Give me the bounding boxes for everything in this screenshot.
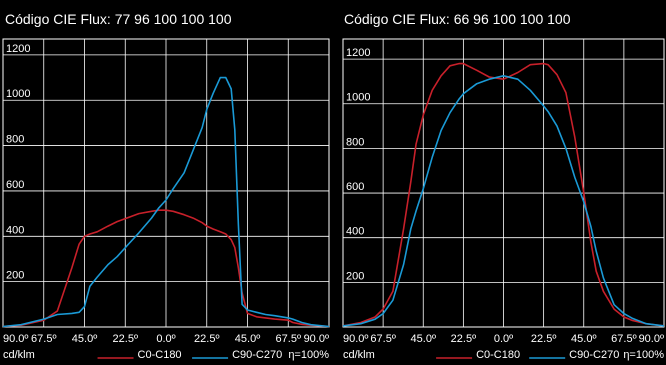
x-tick-label: 22.5º: [113, 333, 138, 345]
chart-panel-2: Código CIE Flux: 66 96 100 100 100 200 400…: [342, 11, 665, 361]
chart-title: Código CIE Flux: 66 96 100 100 100: [344, 11, 571, 27]
x-tick-label: 90.0º: [639, 333, 664, 345]
chart-panel-1: Código CIE Flux: 77 96 100 100 100 200 400…: [2, 11, 330, 361]
plot-frame: [342, 38, 665, 328]
x-tick-label: 22.5º: [531, 333, 556, 345]
legend-label: C90-C270: [569, 349, 619, 361]
efficiency-label: η=100%: [623, 349, 664, 361]
y-tick-label: 1000: [6, 88, 30, 100]
y-tick-label: 200: [346, 270, 364, 282]
x-tick-label: 45.0º: [235, 333, 260, 345]
series-line-c90-c270: [342, 75, 665, 327]
legend-label: C0-C180: [138, 349, 182, 361]
y-unit-label: cd/klm: [3, 349, 35, 361]
plot-frame: [2, 38, 330, 328]
x-tick-label: 90.0º: [304, 333, 329, 345]
y-tick-label: 400: [346, 226, 364, 238]
x-tick-label: 45.0º: [72, 333, 97, 345]
x-tick-label: 45.0º: [571, 333, 596, 345]
x-tick-label: 0.0º: [494, 333, 513, 345]
y-tick-label: 600: [346, 181, 364, 193]
series-line-c90-c270: [2, 76, 330, 328]
efficiency-label: η=100%: [288, 349, 329, 361]
x-tick-label: 90.0º: [3, 333, 28, 345]
y-tick-label: 1000: [346, 92, 370, 104]
x-tick-label: 67.5º: [370, 333, 395, 345]
y-unit-label: cd/klm: [343, 349, 375, 361]
y-tick-label: 200: [6, 270, 24, 282]
x-tick-label: 0.0º: [156, 333, 175, 345]
series-line-c0-c180: [2, 209, 330, 328]
x-tick-label: 22.5º: [194, 333, 219, 345]
y-tick-label: 600: [6, 179, 24, 191]
x-tick-label: 22.5º: [451, 333, 476, 345]
y-tick-label: 800: [346, 136, 364, 148]
chart-title: Código CIE Flux: 77 96 100 100 100: [5, 11, 232, 27]
legend-label: C0-C180: [476, 349, 520, 361]
y-tick-label: 400: [6, 224, 24, 236]
y-tick-label: 800: [6, 134, 24, 146]
legend-label: C90-C270: [232, 349, 282, 361]
x-tick-label: 45.0º: [411, 333, 436, 345]
y-tick-label: 1200: [346, 47, 370, 59]
x-tick-label: 67.5º: [611, 333, 636, 345]
x-tick-label: 67.5º: [276, 333, 301, 345]
series-line-c0-c180: [342, 62, 665, 327]
x-tick-label: 90.0º: [343, 333, 368, 345]
x-tick-label: 67.5º: [31, 333, 56, 345]
y-tick-label: 1200: [6, 43, 30, 55]
